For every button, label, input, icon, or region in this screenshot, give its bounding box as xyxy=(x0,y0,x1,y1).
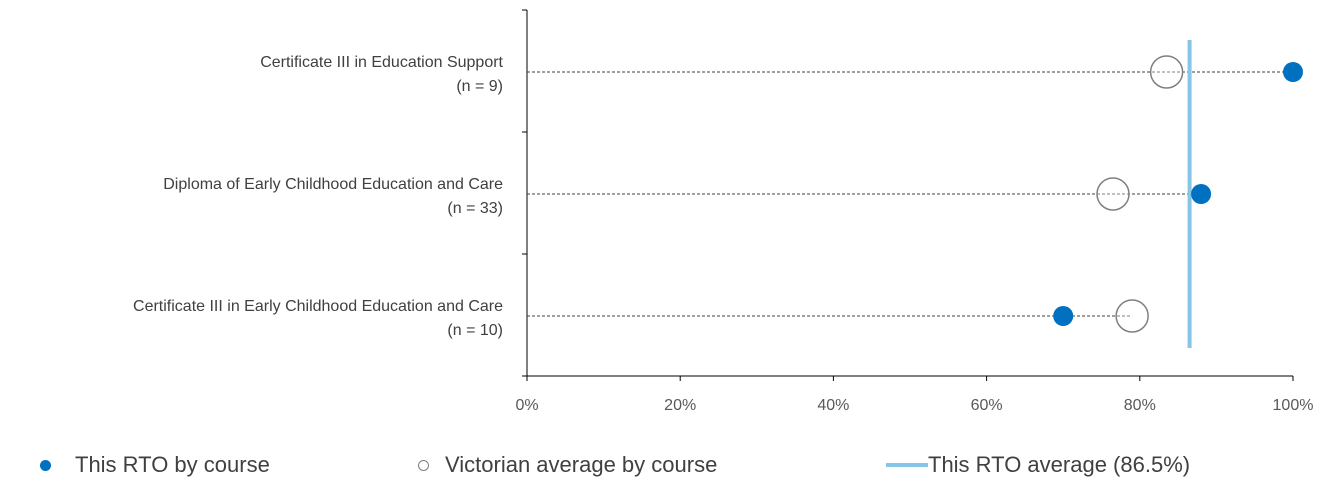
this-rto-point xyxy=(1191,184,1212,204)
line-swatch-icon xyxy=(886,463,928,467)
hollow-circle-icon xyxy=(418,459,429,471)
victorian-average-point xyxy=(1096,177,1130,211)
guide-lines xyxy=(527,71,1293,317)
category-label: Certificate III in Early Childhood Educa… xyxy=(133,298,503,315)
legend-item-this-rto: This RTO by course xyxy=(40,452,270,478)
legend: This RTO by course Victorian average by … xyxy=(0,452,1324,486)
chart-marks xyxy=(1053,55,1303,333)
x-tick-label: 60% xyxy=(971,397,1003,414)
x-tick-label: 40% xyxy=(817,397,849,414)
category-labels: Certificate III in Education Support (n =… xyxy=(133,54,504,339)
x-tick-labels: 0% 20% 40% 60% 80% 100% xyxy=(515,397,1313,414)
legend-label-victorian-average: Victorian average by course xyxy=(445,452,718,477)
category-n-label: (n = 9) xyxy=(456,78,503,95)
this-rto-point xyxy=(1283,62,1303,82)
category-label: Diploma of Early Childhood Education and… xyxy=(163,176,503,193)
legend-item-victorian-average: Victorian average by course xyxy=(418,452,717,478)
category-n-label: (n = 10) xyxy=(447,322,503,339)
chart: Certificate III in Education Support (n =… xyxy=(133,9,1313,414)
victorian-average-point xyxy=(1149,55,1184,89)
x-tick-label: 0% xyxy=(515,397,538,414)
legend-item-rto-average: This RTO average (86.5%) xyxy=(886,452,1190,478)
chart-axes xyxy=(522,9,1294,381)
category-label: Certificate III in Education Support xyxy=(260,54,503,71)
x-tick-label: 80% xyxy=(1124,397,1156,414)
this-rto-point xyxy=(1053,306,1074,326)
x-tick-label: 20% xyxy=(664,397,696,414)
x-tick-label: 100% xyxy=(1273,397,1314,414)
filled-circle-icon xyxy=(40,459,51,471)
legend-label-rto-average: This RTO average (86.5%) xyxy=(928,452,1191,477)
category-n-label: (n = 33) xyxy=(447,200,503,217)
victorian-average-point xyxy=(1115,299,1149,333)
legend-label-this-rto: This RTO by course xyxy=(75,452,270,477)
